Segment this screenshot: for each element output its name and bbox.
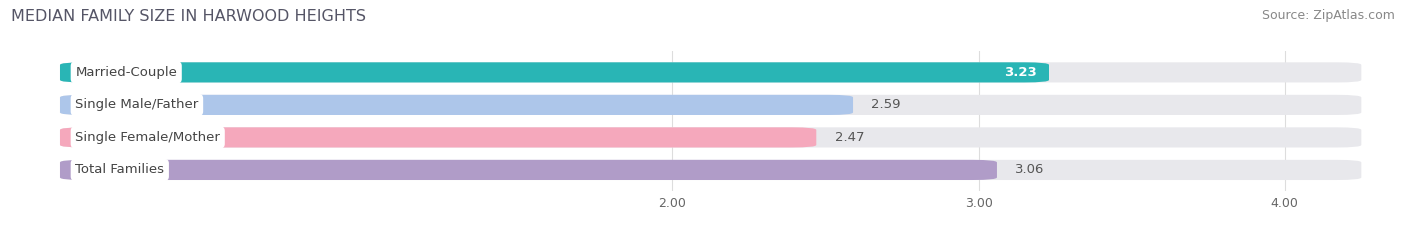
- Text: MEDIAN FAMILY SIZE IN HARWOOD HEIGHTS: MEDIAN FAMILY SIZE IN HARWOOD HEIGHTS: [11, 9, 366, 24]
- Text: 3.06: 3.06: [1015, 163, 1045, 176]
- Text: 2.59: 2.59: [872, 98, 901, 111]
- FancyBboxPatch shape: [60, 127, 1361, 147]
- FancyBboxPatch shape: [60, 62, 1049, 82]
- FancyBboxPatch shape: [60, 127, 817, 147]
- Text: Source: ZipAtlas.com: Source: ZipAtlas.com: [1261, 9, 1395, 22]
- Text: Married-Couple: Married-Couple: [76, 66, 177, 79]
- Text: 3.23: 3.23: [1004, 66, 1036, 79]
- Text: Total Families: Total Families: [76, 163, 165, 176]
- FancyBboxPatch shape: [60, 95, 1361, 115]
- FancyBboxPatch shape: [60, 160, 997, 180]
- Text: 2.47: 2.47: [835, 131, 865, 144]
- FancyBboxPatch shape: [60, 95, 853, 115]
- Text: Single Female/Mother: Single Female/Mother: [76, 131, 221, 144]
- FancyBboxPatch shape: [60, 62, 1361, 82]
- FancyBboxPatch shape: [60, 160, 1361, 180]
- Text: Single Male/Father: Single Male/Father: [76, 98, 198, 111]
